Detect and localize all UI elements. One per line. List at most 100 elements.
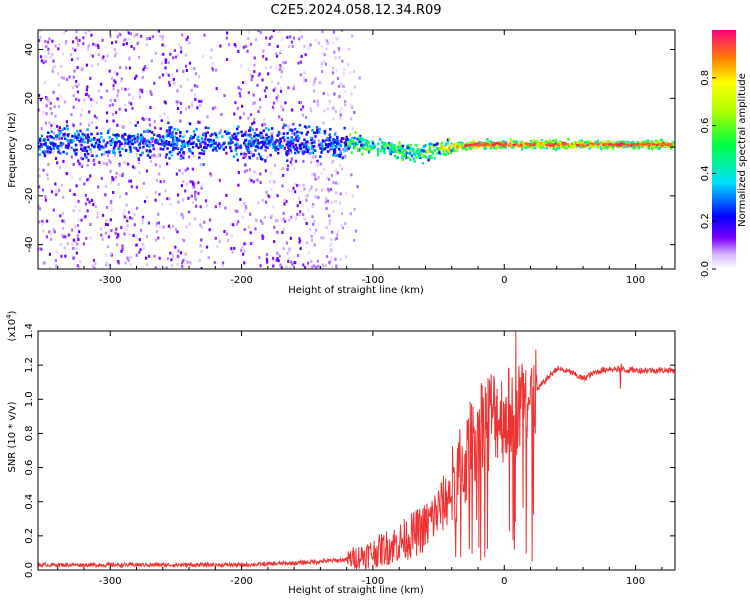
colorbar: 0.00.20.40.60.8 Normalized spectral ampl…: [700, 30, 748, 277]
spectrogram-noise-cell: [291, 131, 294, 135]
spectrogram-noise-cell: [109, 169, 112, 173]
spectrogram-noise-cell: [52, 59, 55, 63]
snr-ylabel: SNR (10 * v/v): [7, 401, 18, 472]
spectrogram-noise-cell: [230, 223, 233, 227]
spectrogram-ridge-cell: [144, 141, 148, 144]
spectrogram-ridge-cell: [543, 141, 546, 145]
spectrogram-noise-cell: [56, 161, 59, 165]
spectrogram-noise-cell: [125, 203, 128, 207]
spectrogram-noise-cell: [238, 91, 241, 95]
spectrogram-peak-cell: [474, 143, 478, 146]
spectrogram-noise-cell: [249, 242, 252, 246]
spectrogram-noise-cell: [145, 37, 149, 41]
spectrogram-ridge-cell: [278, 144, 282, 148]
spectrogram-ridge-cell: [166, 142, 169, 146]
spectrogram-noise-cell: [126, 224, 129, 228]
spectrogram-noise-cell: [194, 197, 197, 201]
spectrogram-peak-cell: [470, 143, 474, 146]
spectrogram-ridge-cell: [247, 150, 250, 154]
spectrogram-noise-cell: [196, 84, 199, 88]
spectrogram-ridge-cell: [152, 147, 155, 151]
snr-multiplier: (x104): [5, 310, 18, 341]
spectrogram-ridge-cell: [313, 144, 316, 148]
spectrogram-ridge-cell: [442, 152, 445, 155]
spectrogram-ridge-cell: [348, 144, 352, 148]
spectrogram-ridge-cell: [109, 139, 112, 143]
spectrogram-noise-cell: [284, 61, 287, 65]
spectrogram-ridge-cell: [588, 144, 591, 147]
spectrogram-ridge-cell: [205, 146, 208, 150]
spectrogram-ridge-cell: [195, 144, 198, 148]
spectrogram-noise-cell: [120, 249, 123, 253]
spectrogram-ridge-cell: [326, 144, 330, 147]
spectrogram-ridge-cell: [241, 134, 244, 137]
spectrogram-noise-cell: [328, 214, 331, 218]
spectrogram-noise-cell: [45, 104, 48, 108]
spectrogram-ridge-cell: [264, 145, 267, 148]
spectrogram-noise-cell: [120, 87, 124, 91]
spectrogram-noise-cell: [336, 36, 340, 40]
spectrogram-noise-cell: [198, 75, 201, 79]
spectrogram-ridge-cell: [175, 132, 178, 135]
spectrogram-ridge-cell: [43, 154, 47, 158]
spectrogram-noise-cell: [209, 172, 212, 176]
spectrogram-noise-cell: [108, 104, 111, 108]
spectrogram-noise-cell: [208, 228, 211, 232]
spectrogram-ridge-cell: [144, 142, 148, 146]
spectrogram-noise-cell: [104, 144, 108, 148]
spectrogram-noise-cell: [85, 88, 89, 92]
spectrogram-noise-cell: [168, 83, 171, 87]
spectrogram-ridge-cell: [407, 146, 410, 150]
spectrogram-ridge-cell: [237, 125, 240, 129]
spectrogram-ridge-cell: [85, 136, 88, 140]
spectrogram-ridge-cell: [291, 138, 294, 141]
spectrogram-noise-cell: [250, 179, 253, 183]
spectrogram-ridge-cell: [314, 135, 317, 138]
spectrogram-noise-cell: [276, 257, 279, 261]
spectrogram-noise-cell: [281, 166, 284, 170]
spectrogram-ridge-cell: [342, 137, 345, 140]
spectrogram-ridge-cell: [361, 138, 364, 141]
spectrogram-noise-cell: [193, 84, 196, 88]
spectrogram-noise-cell: [277, 81, 280, 85]
spectrogram-ridge-cell: [522, 142, 525, 146]
snr-multiplier-close: ): [7, 310, 18, 314]
spectrogram-ridge-cell: [254, 138, 258, 141]
spectrogram-noise-cell: [114, 70, 117, 74]
spectrogram-ridge-cell: [156, 140, 159, 143]
spectrogram-noise-cell: [43, 80, 46, 84]
spectrogram-noise-cell: [185, 107, 188, 111]
spectrogram-ridge-cell: [204, 142, 207, 146]
spectrogram-noise-cell: [292, 36, 295, 40]
spectrogram-noise-cell: [324, 62, 327, 66]
spectrogram-ridge-cell: [52, 147, 55, 150]
spectrogram-ridge-cell: [265, 133, 268, 137]
spectrogram-noise-cell: [311, 155, 315, 159]
spectrogram-ridge-cell: [334, 145, 337, 148]
spectrogram-noise-cell: [160, 53, 163, 57]
spectrogram-noise-cell: [138, 92, 141, 96]
spectrogram-ridge-cell: [276, 144, 280, 148]
spectrogram-ridge-cell: [279, 140, 283, 143]
spectrogram-noise-cell: [127, 37, 131, 41]
spectrogram-noise-cell: [135, 235, 138, 239]
spectrogram-noise-cell: [206, 204, 209, 208]
spectrogram-ridge-cell: [59, 131, 62, 134]
spectrogram-noise-cell: [322, 263, 325, 267]
spectrogram-noise-cell: [351, 127, 354, 131]
spectrogram-ridge-cell: [510, 142, 514, 145]
spectrogram-noise-cell: [200, 267, 203, 269]
spectrogram-noise-cell: [303, 44, 306, 48]
spectrogram-ridge-cell: [259, 155, 262, 159]
spectrogram-ridge-cell: [378, 138, 382, 141]
spectrogram-ridge-cell: [321, 149, 324, 153]
spectrogram-noise-cell: [199, 104, 202, 108]
spectrogram-noise-cell: [342, 155, 346, 159]
spectrogram-ridge-cell: [298, 131, 301, 134]
spectrogram-noise-cell: [46, 173, 49, 177]
spectrogram-noise-cell: [239, 116, 242, 120]
spectrogram-ridge-cell: [339, 139, 343, 143]
spectrogram-ridge-cell: [38, 137, 42, 141]
spectrogram-noise-cell: [250, 157, 253, 161]
spectrogram-noise-cell: [71, 40, 75, 44]
